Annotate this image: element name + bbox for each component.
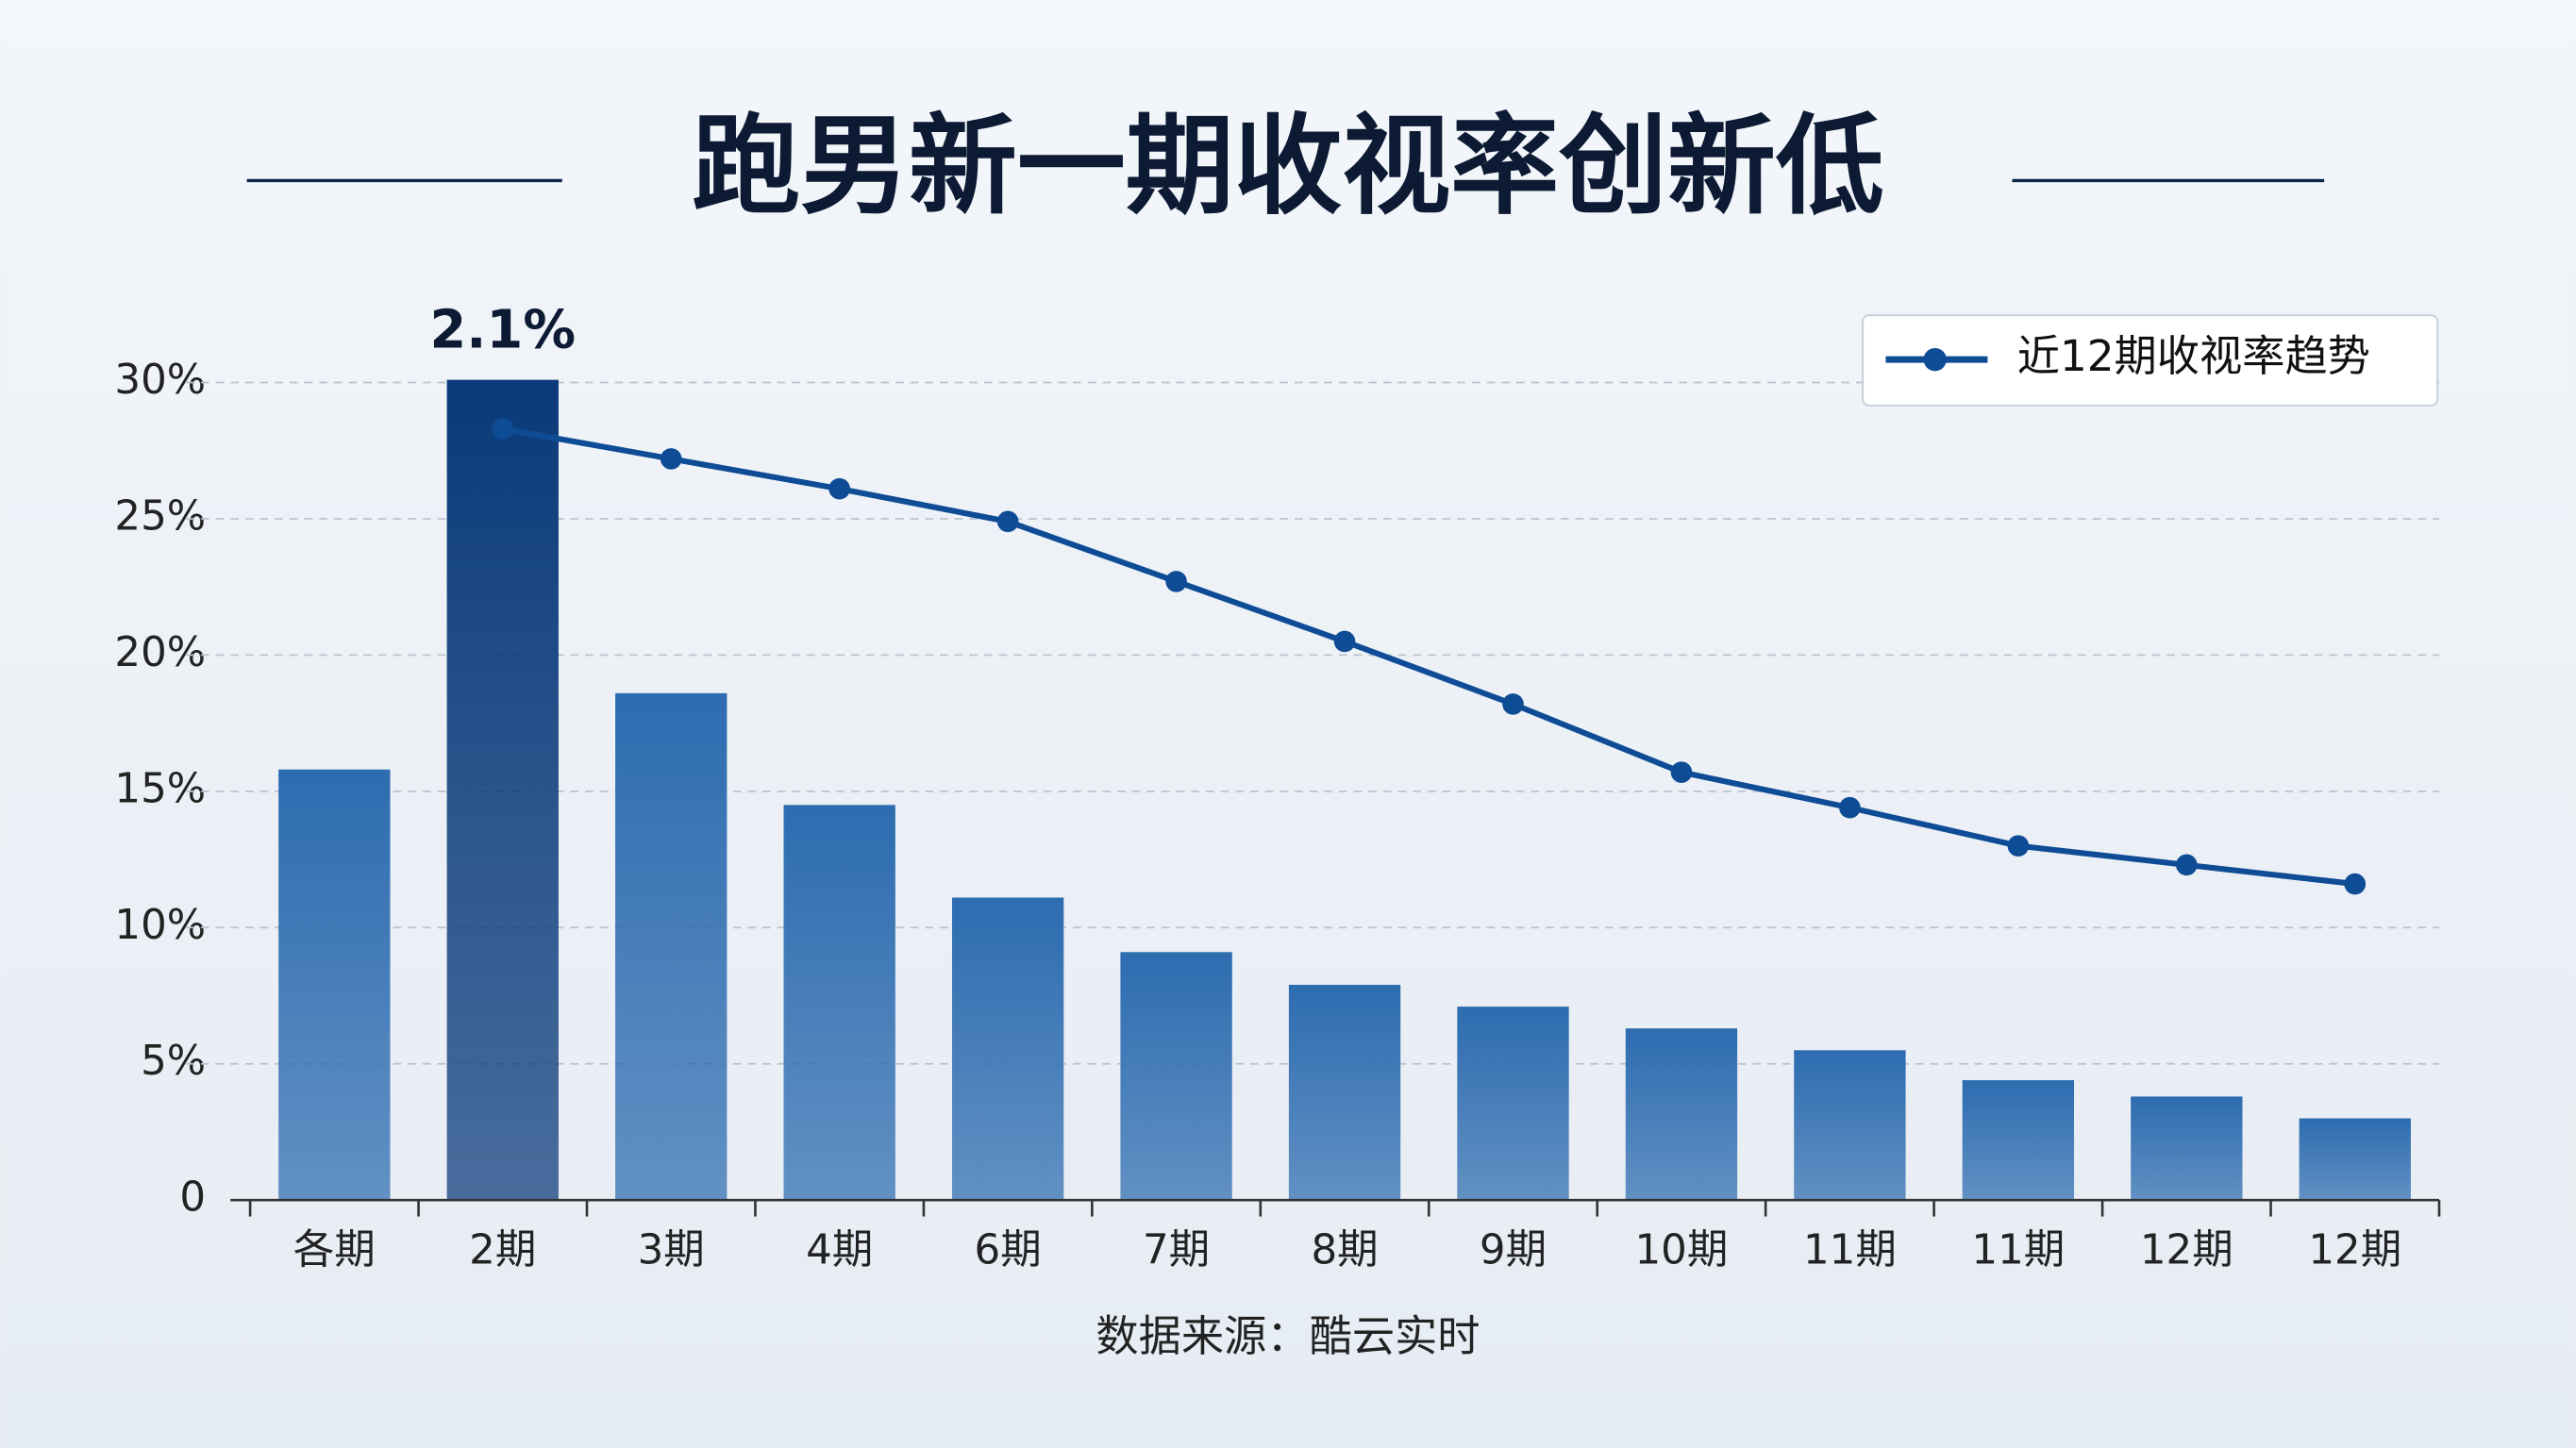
bar — [2131, 1096, 2243, 1201]
x-tick-label: 12期 — [2140, 1226, 2233, 1273]
trend-marker — [2176, 854, 2198, 876]
y-tick-label: 10% — [114, 902, 206, 949]
bar — [1457, 1007, 1569, 1201]
x-tick-label: 6期 — [975, 1226, 1042, 1273]
trend-marker — [828, 477, 850, 500]
plot: 0 5% 10% 15% 20% 25% 30% 各期 2期 3期 4期 6期 7期 8期 9期 10期 11期… — [114, 299, 2441, 1273]
x-tick-label: 各期 — [293, 1226, 376, 1273]
x-tick-label: 4期 — [806, 1226, 873, 1273]
y-tick-label: 30% — [114, 357, 206, 404]
bar — [1120, 952, 1232, 1201]
bar — [1962, 1080, 2075, 1201]
x-tick-label: 10期 — [1635, 1226, 1729, 1273]
x-tick-label: 11期 — [1971, 1226, 2065, 1273]
bar — [615, 692, 728, 1201]
x-tick-label: 12期 — [2308, 1226, 2401, 1273]
legend-label: 近12期收视率趋势 — [2017, 331, 2370, 381]
trend-line — [502, 425, 2356, 888]
bar — [446, 379, 559, 1201]
source: 数据来源：酷云实时 — [1096, 1311, 1480, 1361]
bar — [278, 769, 391, 1201]
x-tick-label: 9期 — [1480, 1226, 1547, 1273]
bar — [951, 897, 1064, 1201]
y-tick-label: 5% — [141, 1038, 206, 1085]
bar — [2299, 1118, 2411, 1201]
trend-marker — [1502, 693, 1524, 715]
legend-box — [1862, 314, 2439, 407]
trend-marker — [492, 418, 514, 440]
bar — [1794, 1050, 1906, 1201]
y-tick-label: 0 — [179, 1174, 206, 1222]
trend-marker — [996, 510, 1019, 533]
y-tick-label: 25% — [114, 492, 206, 540]
x-tick-label: 2期 — [469, 1226, 536, 1273]
trend-marker — [1333, 630, 1356, 653]
trend-marker — [2344, 873, 2367, 895]
trend-marker — [1839, 796, 1861, 819]
legend-marker — [1923, 347, 1947, 372]
bar — [1625, 1028, 1738, 1201]
chart-title: 跑男新一期收视率创新低 — [692, 104, 1883, 230]
bar — [1288, 984, 1401, 1201]
trend-marker — [1165, 571, 1187, 592]
bar — [783, 805, 895, 1201]
y-tick-label: 20% — [114, 629, 206, 676]
x-tick-label: 3期 — [638, 1226, 705, 1273]
trend-marker — [1670, 761, 1693, 783]
x-tick-label: 7期 — [1143, 1226, 1210, 1273]
annotation: 2.1% — [430, 299, 576, 360]
x-tick-label: 8期 — [1311, 1226, 1378, 1273]
x-tick-label: 11期 — [1803, 1226, 1897, 1273]
trend-marker — [2007, 835, 2030, 857]
y-tick-label: 15% — [114, 765, 206, 812]
trend-marker — [660, 448, 682, 470]
